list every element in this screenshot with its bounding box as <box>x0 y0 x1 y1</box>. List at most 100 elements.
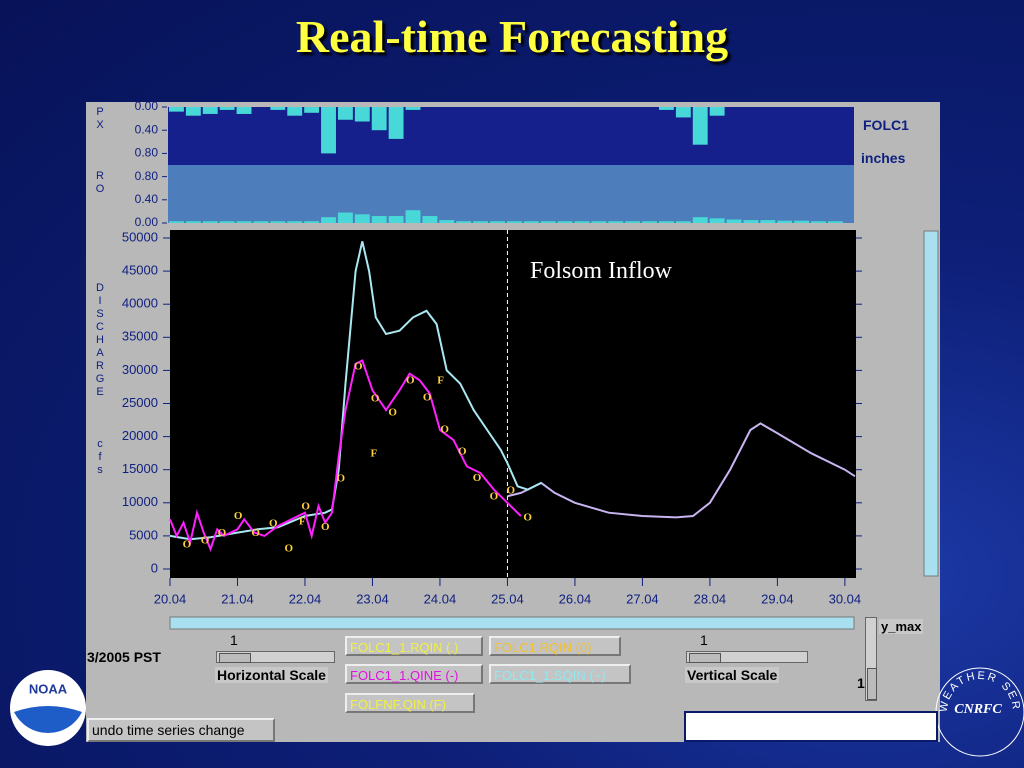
precip-bar <box>270 221 286 223</box>
x-tick-label: 20.04 <box>154 591 187 606</box>
legend-button[interactable]: FOLFNF.QIN (F) <box>345 693 475 713</box>
precip-bar <box>354 107 370 122</box>
y-tick-label: 25000 <box>122 395 158 410</box>
legend-button[interactable]: FOLC1_1.QINE (-) <box>345 664 483 684</box>
plot-area <box>170 230 856 578</box>
precip-bar <box>337 107 353 120</box>
point-marker: O <box>423 392 432 404</box>
point-marker: O <box>251 527 260 539</box>
point-marker: O <box>490 490 499 502</box>
ro-label: RO <box>94 170 106 196</box>
y-tick-label: 0 <box>151 560 158 575</box>
y-max-knob[interactable] <box>867 668 877 700</box>
y-tick-label: 20000 <box>122 428 158 443</box>
v-scale-slider[interactable] <box>686 651 808 663</box>
precip-bar <box>794 220 810 223</box>
v-scrollbar[interactable] <box>923 230 939 577</box>
x-tick-label: 27.04 <box>626 591 659 606</box>
legend-button[interactable]: FOLC1_1.SQIN (~) <box>489 664 631 684</box>
y-max-value: 1 <box>857 675 865 691</box>
precip-bar <box>304 107 320 113</box>
h-scale-slider[interactable] <box>216 651 335 663</box>
point-marker: O <box>458 445 467 457</box>
precip-bar <box>692 217 708 223</box>
precip-bar <box>743 220 759 223</box>
precip-bar <box>287 107 303 116</box>
precip-bar <box>388 216 404 223</box>
x-tick-label: 29.04 <box>761 591 794 606</box>
h-scale-value: 1 <box>230 632 238 648</box>
precip-bar <box>456 221 472 223</box>
noaa-text: NOAA <box>29 681 68 696</box>
x-tick-label: 24.04 <box>424 591 457 606</box>
y-max-slider[interactable] <box>865 617 877 701</box>
y-tick-label: 15000 <box>122 461 158 476</box>
precip-bar <box>811 221 826 223</box>
point-marker: O <box>301 500 310 512</box>
point-marker: O <box>523 512 532 524</box>
x-tick-label: 28.04 <box>694 591 727 606</box>
v-scale-value: 1 <box>700 632 708 648</box>
precip-bar <box>405 107 421 110</box>
precip-bar <box>709 218 725 223</box>
precip-bar <box>371 216 387 223</box>
point-marker: O <box>218 527 227 539</box>
precip-bar <box>371 107 387 131</box>
precip-bar <box>202 107 218 114</box>
precip-bar <box>506 221 522 223</box>
precip-bar <box>540 221 556 223</box>
point-marker: F <box>437 375 444 387</box>
precip-bar <box>490 221 505 223</box>
v-scale-knob[interactable] <box>689 653 721 663</box>
precip-bar <box>185 107 201 116</box>
precip-bar <box>321 107 336 154</box>
point-marker: O <box>201 535 210 547</box>
h-scale-knob[interactable] <box>219 653 251 663</box>
y-tick-label: 0.00 <box>135 215 159 229</box>
h-scrollbar[interactable] <box>169 616 855 630</box>
precip-bar <box>236 107 252 114</box>
ro-panel <box>168 165 854 223</box>
y-tick-label: 45000 <box>122 263 158 278</box>
series-line <box>169 241 542 541</box>
series-line <box>169 359 522 552</box>
y-tick-label: 0.00 <box>135 99 159 113</box>
precip-bar <box>219 107 235 110</box>
undo-button[interactable]: undo time series change <box>87 718 275 742</box>
legend-button[interactable]: FOLC1_1.RQIN (.) <box>345 636 483 656</box>
precip-bar <box>591 221 607 223</box>
annotation: Folsom Inflow <box>530 258 673 284</box>
precip-bar <box>236 221 252 223</box>
y-tick-label: 0.80 <box>135 146 159 160</box>
precip-bar <box>557 221 573 223</box>
precip-bar <box>321 217 336 223</box>
point-marker: O <box>406 375 415 387</box>
precip-bar <box>388 107 404 139</box>
px-label: PX <box>94 106 106 132</box>
precip-bar <box>574 221 590 223</box>
y-tick-label: 0.80 <box>135 169 159 183</box>
x-tick-label: 22.04 <box>289 591 322 606</box>
precip-bar <box>287 221 303 223</box>
y-tick-label: 0.40 <box>135 122 159 136</box>
precip-bar <box>675 107 691 118</box>
precip-bar <box>354 214 370 223</box>
y-tick-label: 50000 <box>122 229 158 244</box>
precip-bar <box>692 107 708 145</box>
point-marker: O <box>388 406 397 418</box>
y-tick-label: 30000 <box>122 362 158 377</box>
slide-title: Real-time Forecasting <box>295 11 729 62</box>
precip-bar <box>202 221 218 223</box>
legend-button[interactable]: FOLC1.RQIN (0) <box>489 636 621 656</box>
x-tick-label: 30.04 <box>829 591 862 606</box>
y-tick-label: 0.40 <box>135 192 159 206</box>
precip-bar <box>169 221 184 223</box>
precip-bar <box>709 107 725 116</box>
precip-bar <box>659 221 674 223</box>
point-marker: O <box>354 361 363 373</box>
point-marker: O <box>183 539 192 551</box>
precip-bar <box>827 221 843 223</box>
precip-bar <box>642 221 657 223</box>
